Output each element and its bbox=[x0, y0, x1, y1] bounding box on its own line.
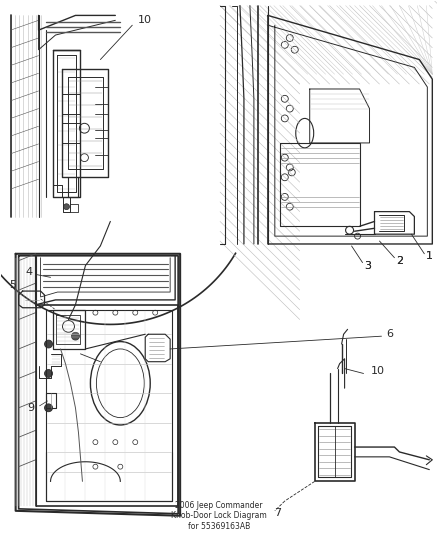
Text: 3: 3 bbox=[364, 261, 371, 271]
Circle shape bbox=[64, 204, 70, 209]
Text: 10: 10 bbox=[138, 15, 152, 25]
Text: 2: 2 bbox=[396, 256, 403, 265]
Text: 2: 2 bbox=[396, 256, 403, 265]
Text: 10: 10 bbox=[371, 366, 385, 376]
Text: 2006 Jeep Commander
Knob-Door Lock Diagram
for 55369163AB: 2006 Jeep Commander Knob-Door Lock Diagr… bbox=[171, 501, 267, 531]
Circle shape bbox=[45, 404, 53, 411]
Text: 7: 7 bbox=[274, 508, 281, 518]
Circle shape bbox=[45, 340, 53, 348]
Text: 6: 6 bbox=[386, 329, 393, 339]
Text: 1: 1 bbox=[426, 251, 433, 261]
Text: 5: 5 bbox=[9, 280, 16, 290]
Circle shape bbox=[45, 369, 53, 377]
Text: 1: 1 bbox=[426, 251, 433, 261]
Text: 9: 9 bbox=[27, 403, 34, 413]
Text: 4: 4 bbox=[25, 268, 32, 278]
Circle shape bbox=[71, 332, 79, 340]
Text: 3: 3 bbox=[364, 261, 371, 271]
